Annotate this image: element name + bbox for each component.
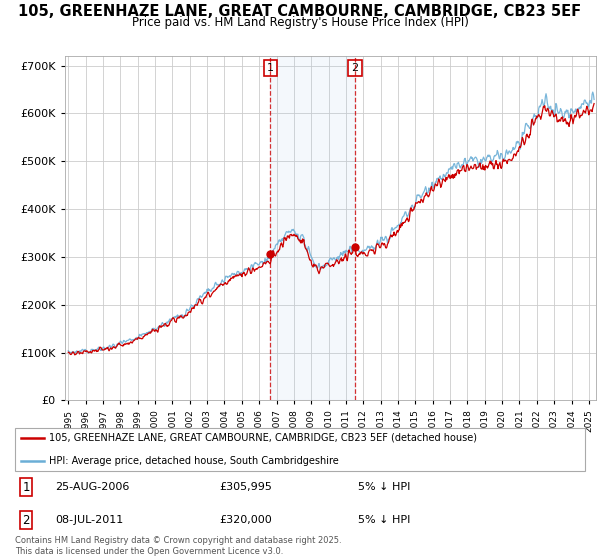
Text: 105, GREENHAZE LANE, GREAT CAMBOURNE, CAMBRIDGE, CB23 5EF: 105, GREENHAZE LANE, GREAT CAMBOURNE, CA… [19,4,581,19]
Text: 105, GREENHAZE LANE, GREAT CAMBOURNE, CAMBRIDGE, CB23 5EF (detached house): 105, GREENHAZE LANE, GREAT CAMBOURNE, CA… [49,432,478,442]
Bar [271,56,355,400]
Text: £320,000: £320,000 [220,515,272,525]
Text: 08-JUL-2011: 08-JUL-2011 [55,515,124,525]
Text: 2: 2 [352,63,359,73]
Text: 2: 2 [22,514,30,527]
Text: 25-AUG-2006: 25-AUG-2006 [55,482,130,492]
Text: 5% ↓ HPI: 5% ↓ HPI [358,515,410,525]
Text: 1: 1 [22,480,30,494]
Text: 5% ↓ HPI: 5% ↓ HPI [358,482,410,492]
FancyBboxPatch shape [15,427,585,472]
Text: Contains HM Land Registry data © Crown copyright and database right 2025.
This d: Contains HM Land Registry data © Crown c… [15,536,341,556]
Text: 1: 1 [267,63,274,73]
Text: HPI: Average price, detached house, South Cambridgeshire: HPI: Average price, detached house, Sout… [49,456,339,466]
Text: Price paid vs. HM Land Registry's House Price Index (HPI): Price paid vs. HM Land Registry's House … [131,16,469,29]
Text: £305,995: £305,995 [220,482,272,492]
